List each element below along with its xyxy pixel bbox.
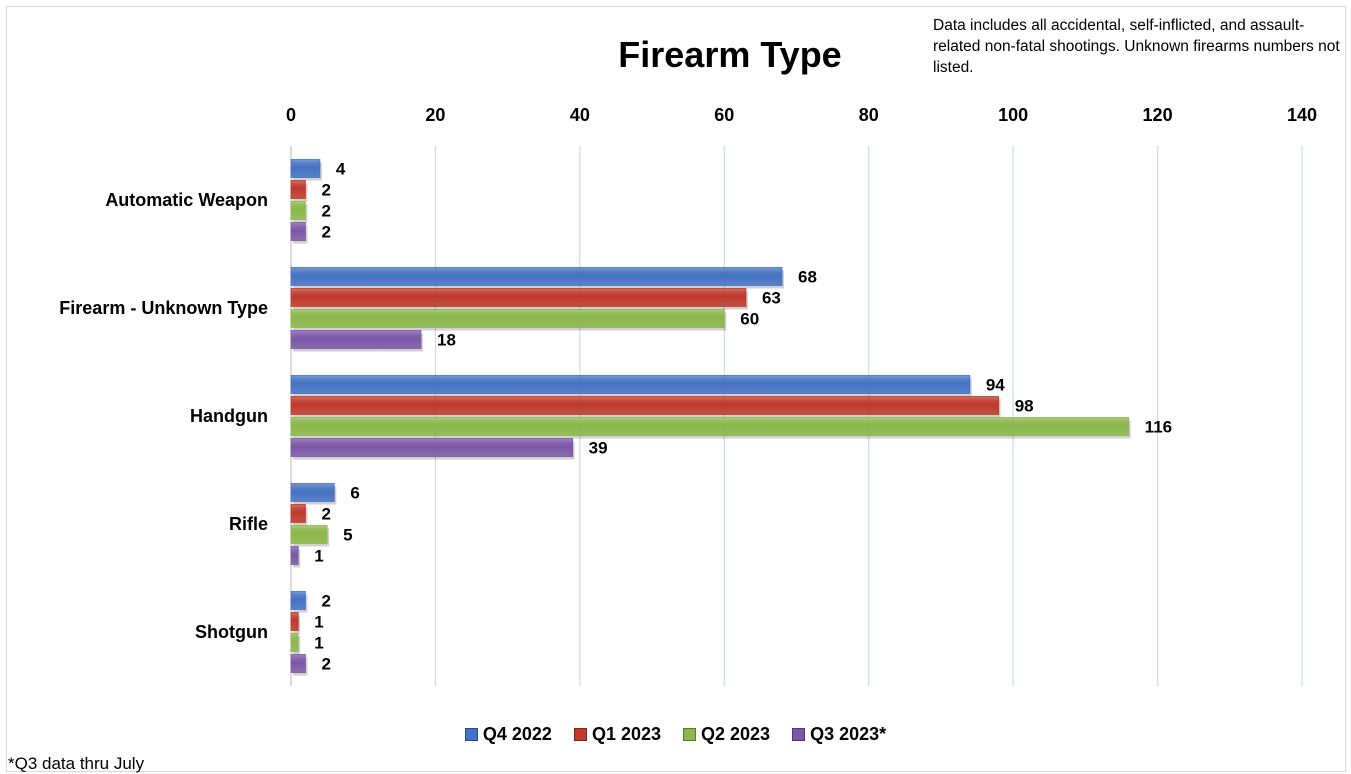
bar	[290, 201, 306, 220]
legend-item: Q4 2022	[464, 724, 552, 745]
bar	[290, 654, 306, 673]
bar	[290, 222, 306, 241]
value-label: 60	[740, 310, 759, 329]
bar	[290, 309, 725, 328]
x-tick-label: 80	[859, 105, 879, 125]
category-label: Automatic Weapon	[105, 190, 268, 210]
category-label: Shotgun	[195, 622, 268, 642]
value-label: 68	[798, 268, 817, 287]
legend-label: Q1 2023	[591, 724, 661, 744]
x-tick-label: 100	[998, 105, 1028, 125]
legend-label: Q2 2023	[701, 724, 771, 744]
bar	[290, 417, 1130, 436]
bar	[290, 483, 335, 502]
chart-legend: Q4 2022 Q1 2023 Q2 2023 Q3 2023*	[0, 724, 1351, 745]
legend-swatch	[792, 728, 806, 741]
value-label: 2	[321, 505, 330, 524]
legend-swatch	[464, 728, 478, 741]
value-label: 1	[314, 613, 323, 632]
value-label: 39	[589, 439, 608, 458]
value-label: 2	[321, 202, 330, 221]
value-label: 2	[321, 223, 330, 242]
footnote: *Q3 data thru July	[8, 754, 145, 773]
category-label: Handgun	[190, 406, 268, 426]
legend-swatch	[573, 728, 587, 741]
value-label: 18	[437, 331, 456, 350]
value-label: 6	[350, 484, 359, 503]
legend-swatch	[683, 728, 696, 741]
bar	[290, 633, 299, 652]
x-tick-label: 0	[286, 105, 296, 125]
category-label: Rifle	[229, 514, 268, 534]
bar	[290, 546, 299, 565]
bar	[290, 159, 321, 178]
value-label: 116	[1145, 418, 1172, 437]
value-label: 1	[314, 547, 323, 566]
value-label: 1	[314, 634, 323, 653]
chart-title: Firearm Type	[618, 34, 842, 75]
legend-item: Q2 2023	[683, 724, 770, 745]
category-label: Firearm - Unknown Type	[59, 298, 268, 318]
bar	[290, 396, 1000, 415]
x-tick-label: 40	[570, 105, 590, 125]
x-tick-label: 60	[714, 105, 734, 125]
x-tick-label: 140	[1287, 105, 1317, 125]
bar	[290, 438, 574, 457]
value-label: 98	[1015, 397, 1034, 416]
legend-item: Q1 2023	[573, 724, 661, 745]
legend-item: Q3 2023*	[792, 724, 886, 745]
value-label: 63	[762, 289, 781, 308]
bar	[290, 330, 422, 349]
chart-note: Data includes all accidental, self-infli…	[933, 17, 1340, 76]
bar	[290, 591, 306, 610]
bar	[290, 375, 971, 394]
bar	[290, 612, 299, 631]
legend-label: Q3 2023*	[810, 724, 887, 744]
bar	[290, 180, 306, 199]
value-label: 94	[986, 376, 1005, 395]
value-label: 4	[336, 160, 346, 179]
value-label: 5	[343, 526, 352, 545]
value-label: 2	[321, 181, 330, 200]
bar	[290, 504, 306, 523]
x-tick-label: 20	[425, 105, 445, 125]
bar	[290, 288, 747, 307]
legend-label: Q4 2022	[482, 724, 552, 744]
value-label: 2	[321, 655, 330, 674]
value-label: 2	[321, 592, 330, 611]
x-tick-label: 120	[1143, 105, 1173, 125]
bar	[290, 525, 328, 544]
bar	[290, 267, 783, 286]
